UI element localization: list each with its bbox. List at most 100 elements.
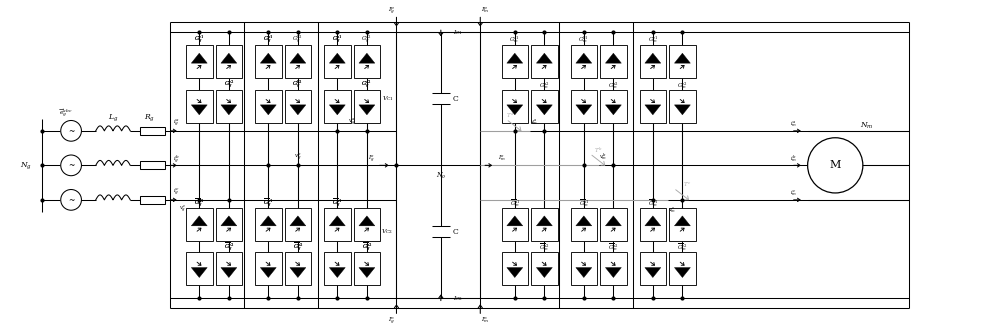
Polygon shape <box>221 216 237 226</box>
Bar <box>640 208 666 241</box>
Bar <box>502 252 528 285</box>
Text: $\overline{G}_m^{c1}$: $\overline{G}_m^{c1}$ <box>648 198 658 209</box>
Polygon shape <box>191 267 207 278</box>
Bar <box>640 252 666 285</box>
Bar <box>571 252 597 285</box>
Polygon shape <box>674 53 690 63</box>
Polygon shape <box>576 105 592 115</box>
Bar <box>669 252 696 285</box>
Text: $I_g^n$: $I_g^n$ <box>388 315 395 326</box>
Text: $\overline{G}_g^{b1}$: $\overline{G}_g^{b1}$ <box>263 198 274 210</box>
Bar <box>669 90 696 123</box>
Text: $G_g^{b1}$: $G_g^{b1}$ <box>263 34 274 46</box>
Polygon shape <box>221 267 237 278</box>
Bar <box>640 45 666 78</box>
Text: $T^a$: $T^a$ <box>506 112 514 120</box>
Bar <box>285 45 311 78</box>
Polygon shape <box>329 53 345 63</box>
Bar <box>669 45 696 78</box>
Text: $\overline{G}_m^{b1}$: $\overline{G}_m^{b1}$ <box>579 198 589 209</box>
Text: $G_g^{a1}$: $G_g^{a1}$ <box>332 34 343 46</box>
Text: $\overline{G}_g^{a2}$: $\overline{G}_g^{a2}$ <box>362 242 372 254</box>
Bar <box>571 208 597 241</box>
Text: $R_g$: $R_g$ <box>144 112 155 123</box>
Text: C: C <box>453 95 459 103</box>
Polygon shape <box>536 53 552 63</box>
Text: $v_m^c$: $v_m^c$ <box>668 205 677 215</box>
Text: $L_g$: $L_g$ <box>108 112 119 123</box>
Bar <box>255 252 282 285</box>
Polygon shape <box>507 216 523 226</box>
Text: $\overline{G}_m^{b2}$: $\overline{G}_m^{b2}$ <box>608 243 619 253</box>
Bar <box>640 90 666 123</box>
Bar <box>324 208 351 241</box>
Bar <box>669 208 696 241</box>
Text: $G_m^{c1}$: $G_m^{c1}$ <box>648 35 658 45</box>
Polygon shape <box>359 267 375 278</box>
Bar <box>531 252 558 285</box>
Bar <box>502 208 528 241</box>
Polygon shape <box>645 105 661 115</box>
Bar <box>324 90 351 123</box>
Text: C: C <box>453 228 459 236</box>
Text: $G_g^{b2}$: $G_g^{b2}$ <box>292 34 303 46</box>
Text: $\overline{G}_g^{c2}$: $\overline{G}_g^{c2}$ <box>224 242 234 254</box>
Text: $G_g^{a2}$: $G_g^{a2}$ <box>361 79 372 91</box>
Text: $G_m^{a2}$: $G_m^{a2}$ <box>539 80 550 91</box>
Polygon shape <box>605 53 621 63</box>
Text: $\overline{G}_g^{a1}$: $\overline{G}_g^{a1}$ <box>332 198 342 210</box>
Text: $G_g^{b1}$: $G_g^{b1}$ <box>263 34 274 46</box>
Polygon shape <box>536 105 552 115</box>
Text: $v_g^b$: $v_g^b$ <box>294 150 302 163</box>
Polygon shape <box>507 105 523 115</box>
Polygon shape <box>605 105 621 115</box>
Text: $G_g^{a1}$: $G_g^{a1}$ <box>332 34 343 46</box>
Text: $G_g^{a2}$: $G_g^{a2}$ <box>361 34 372 46</box>
Bar <box>600 90 627 123</box>
Bar <box>502 45 528 78</box>
Text: $G_g^{b2}$: $G_g^{b2}$ <box>292 79 303 91</box>
Polygon shape <box>290 105 306 115</box>
Text: $\overline{G}_g^{b2}$: $\overline{G}_g^{b2}$ <box>293 242 303 254</box>
Polygon shape <box>260 53 276 63</box>
Polygon shape <box>605 216 621 226</box>
Text: $G_m^{b2}$: $G_m^{b2}$ <box>608 80 619 91</box>
Polygon shape <box>329 216 345 226</box>
Bar <box>354 208 380 241</box>
Text: $T^c$: $T^c$ <box>683 181 691 189</box>
Text: $N_g$: $N_g$ <box>20 160 32 171</box>
Text: $\overline{G}_g^{a2}$: $\overline{G}_g^{a2}$ <box>362 242 372 254</box>
Polygon shape <box>645 267 661 278</box>
Polygon shape <box>536 267 552 278</box>
Text: $\overrightarrow{e}_{g}^{abc}$: $\overrightarrow{e}_{g}^{abc}$ <box>59 107 73 120</box>
Bar <box>531 90 558 123</box>
Bar <box>255 90 282 123</box>
Bar <box>285 208 311 241</box>
Polygon shape <box>329 105 345 115</box>
Text: $I_g^p$: $I_g^p$ <box>388 5 395 16</box>
Text: $I_m^p$: $I_m^p$ <box>481 6 489 15</box>
Polygon shape <box>290 267 306 278</box>
Bar <box>186 252 213 285</box>
Polygon shape <box>329 267 345 278</box>
Text: $I_g^o$: $I_g^o$ <box>368 153 375 164</box>
Bar <box>186 208 213 241</box>
Bar <box>531 45 558 78</box>
Text: $G_g^{b2}$: $G_g^{b2}$ <box>292 79 303 91</box>
Polygon shape <box>507 53 523 63</box>
Text: $i_m^a$: $i_m^a$ <box>790 119 797 129</box>
Bar <box>285 90 311 123</box>
Polygon shape <box>645 53 661 63</box>
Bar <box>255 45 282 78</box>
Bar <box>216 208 242 241</box>
Polygon shape <box>536 216 552 226</box>
Bar <box>324 252 351 285</box>
Text: M: M <box>830 160 841 170</box>
Bar <box>216 45 242 78</box>
Polygon shape <box>221 53 237 63</box>
Text: $v_g^a$: $v_g^a$ <box>348 116 356 128</box>
Bar <box>186 90 213 123</box>
Circle shape <box>61 120 81 141</box>
Bar <box>354 90 380 123</box>
Bar <box>571 45 597 78</box>
